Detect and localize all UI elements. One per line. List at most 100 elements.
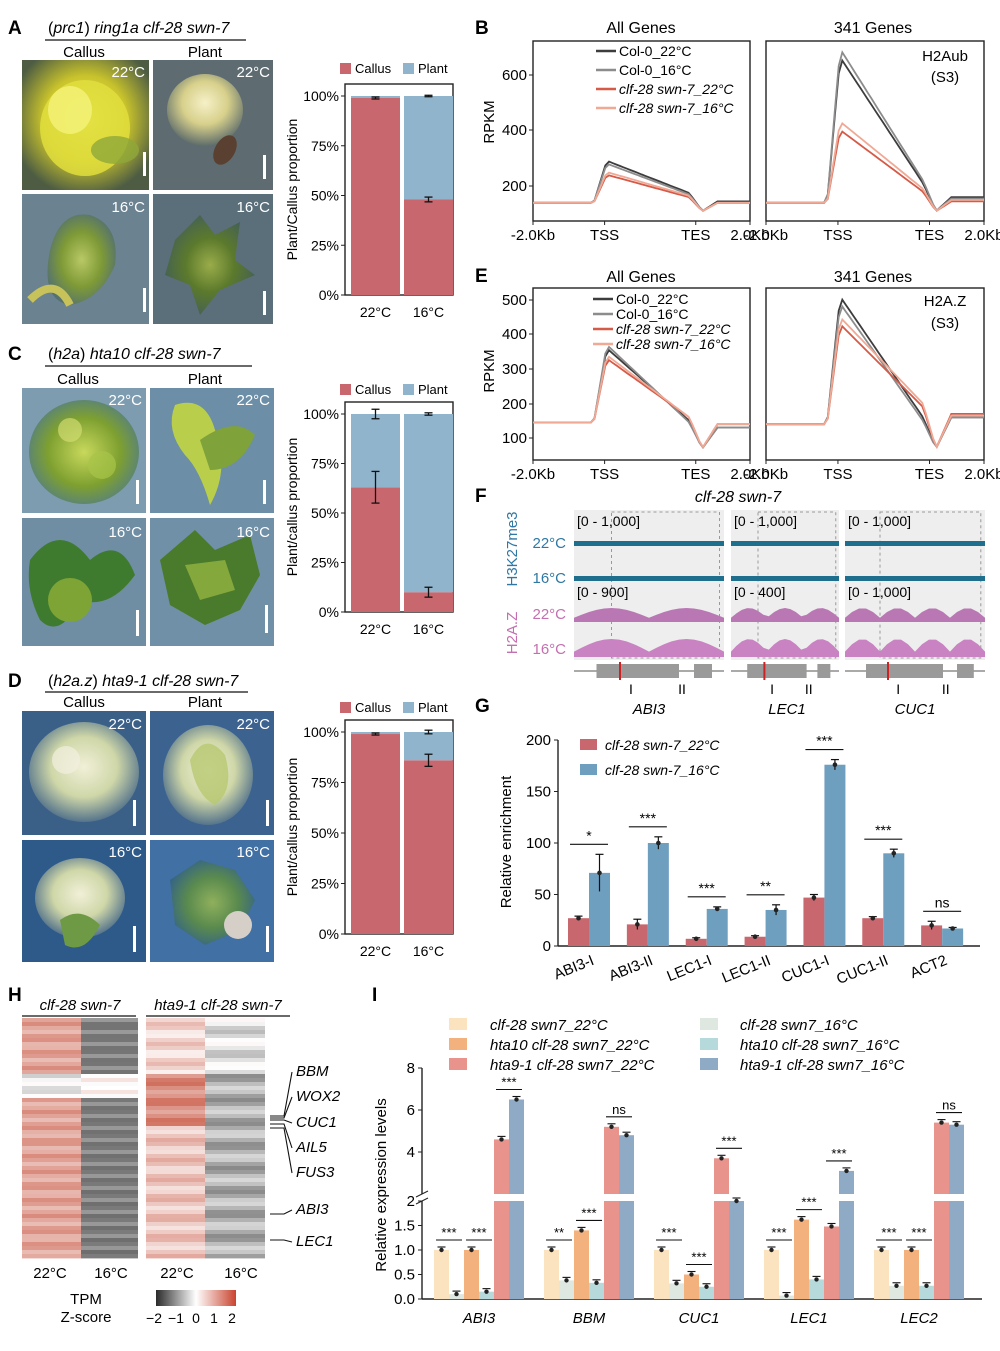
heatmap-cell bbox=[81, 1046, 138, 1051]
heatmap-cell bbox=[81, 1042, 138, 1047]
sig-label: *** bbox=[801, 1195, 816, 1210]
data-point bbox=[564, 1278, 569, 1283]
panel-label: G bbox=[475, 696, 490, 717]
heatmap-cell bbox=[22, 1062, 81, 1067]
y-axis-label: Relative enrichment bbox=[498, 775, 515, 908]
heatmap-cell bbox=[22, 1246, 81, 1251]
track-h3k27me3-label: H3K27me3 bbox=[504, 511, 521, 586]
heatmap-cell bbox=[146, 1050, 205, 1055]
heatmap-cell bbox=[22, 1202, 81, 1207]
profile-line bbox=[533, 174, 750, 212]
heatmap-cell bbox=[22, 1098, 81, 1103]
heatmap-cell bbox=[81, 1218, 138, 1223]
y-tick-label: 0% bbox=[319, 604, 339, 620]
gene-pointer bbox=[270, 1071, 293, 1117]
svg-text:16°C: 16°C bbox=[236, 199, 270, 216]
heatmap-cell bbox=[146, 1226, 205, 1231]
gene-pointer bbox=[270, 1127, 293, 1174]
heatmap-cell bbox=[81, 1122, 138, 1127]
sig-label: *** bbox=[581, 1205, 596, 1220]
y-axis-label: Plant/callus proportion bbox=[284, 438, 300, 577]
heatmap-cell bbox=[22, 1122, 81, 1127]
heatmap-cell bbox=[205, 1018, 265, 1023]
x-label: 16°C bbox=[224, 1265, 258, 1282]
heatmap-cell bbox=[81, 1050, 138, 1055]
heatmap-cell bbox=[81, 1082, 138, 1087]
heatmap-cell bbox=[22, 1218, 81, 1223]
heatmap-cell bbox=[81, 1154, 138, 1159]
heatmap-cell bbox=[22, 1154, 81, 1159]
data-point bbox=[799, 1217, 804, 1222]
bar bbox=[559, 1280, 574, 1299]
heatmap-cell bbox=[205, 1118, 265, 1123]
gene-model-exon bbox=[817, 664, 831, 678]
gene-region bbox=[879, 511, 982, 659]
x-tick-label: 2.0Kb bbox=[964, 227, 1000, 244]
heatmap-cell bbox=[205, 1058, 265, 1063]
bar bbox=[874, 1250, 889, 1299]
heatmap-cell bbox=[146, 1218, 205, 1223]
heatmap-cell bbox=[81, 1234, 138, 1239]
gene-label: LEC1 bbox=[296, 1233, 334, 1250]
y-tick-label: 75% bbox=[311, 775, 339, 791]
heatmap-cell bbox=[205, 1250, 265, 1255]
heatmap-cell bbox=[81, 1062, 138, 1067]
photo-callus-16: 16°C bbox=[22, 518, 146, 646]
heatmap-cell bbox=[81, 1026, 138, 1031]
x-tick-label: LEC1 bbox=[790, 1310, 828, 1327]
gene-pointer bbox=[270, 1119, 293, 1124]
bar bbox=[544, 1250, 559, 1299]
sig-label: *** bbox=[831, 1146, 846, 1161]
heatmap-cell bbox=[146, 1078, 205, 1083]
heatmap-cell bbox=[22, 1018, 81, 1023]
photo-callus-22: 22°C bbox=[22, 711, 146, 835]
tss-marker bbox=[763, 662, 766, 680]
heatmap-cell bbox=[22, 1082, 81, 1087]
y-axis-label: Plant/Callus proportion bbox=[284, 119, 300, 261]
heatmap-cell bbox=[146, 1206, 205, 1211]
x-tick-label: -2.0Kb bbox=[511, 466, 555, 483]
data-point bbox=[814, 1277, 819, 1282]
heatmap-cell bbox=[81, 1186, 138, 1191]
heatmap-cell bbox=[205, 1174, 265, 1179]
heatmap-cell bbox=[22, 1022, 81, 1027]
gene-label: CUC1 bbox=[296, 1114, 337, 1131]
heatmap-cell bbox=[22, 1054, 81, 1059]
h2az-signal-16 bbox=[574, 639, 724, 657]
heatmap-cell bbox=[205, 1198, 265, 1203]
data-point bbox=[879, 1247, 884, 1253]
svg-text:hta9-1 clf-28 swn7_16°C: hta9-1 clf-28 swn7_16°C bbox=[740, 1057, 905, 1074]
x-tick-label: ABI3-II bbox=[606, 952, 655, 985]
heatmap-cell bbox=[146, 1118, 205, 1123]
svg-text:16°C: 16°C bbox=[108, 524, 142, 541]
heatmap-cell bbox=[205, 1134, 265, 1139]
heatmap-cell bbox=[205, 1042, 265, 1047]
svg-text:22°C: 22°C bbox=[236, 716, 270, 733]
tss-marker bbox=[619, 662, 621, 680]
h2az-signal-22 bbox=[845, 608, 985, 622]
heatmap-cell bbox=[22, 1158, 81, 1163]
x-tick-label: TES bbox=[681, 227, 710, 244]
row-label: 22°C bbox=[532, 606, 566, 623]
heatmap-cell bbox=[22, 1214, 81, 1219]
y-axis-label: Plant/callus proportion bbox=[284, 758, 300, 897]
heatmap-cell bbox=[81, 1070, 138, 1075]
heatmap-cell bbox=[81, 1146, 138, 1151]
stack-segment-callus bbox=[351, 97, 400, 296]
heatmap-cell bbox=[81, 1030, 138, 1035]
svg-text:−1: −1 bbox=[168, 1310, 184, 1326]
heatmap-cell bbox=[146, 1086, 205, 1091]
x-tick-label: CUC1 bbox=[679, 1310, 720, 1327]
gene-label: AIL5 bbox=[295, 1139, 328, 1156]
stack-segment-callus bbox=[404, 760, 453, 934]
panel-c: C (h2a) hta10 clf-28 swn-7 Callus Plant … bbox=[8, 344, 454, 646]
data-point bbox=[769, 1247, 774, 1253]
heatmap-cell bbox=[205, 1222, 265, 1227]
heatmap-cell bbox=[81, 1214, 138, 1219]
track-h2az-label: H2A.Z bbox=[504, 612, 521, 655]
h2az-signal-16 bbox=[731, 639, 839, 657]
data-point bbox=[624, 1133, 629, 1138]
heatmap-cell bbox=[22, 1058, 81, 1063]
bar bbox=[647, 843, 669, 946]
bar bbox=[449, 1294, 464, 1299]
